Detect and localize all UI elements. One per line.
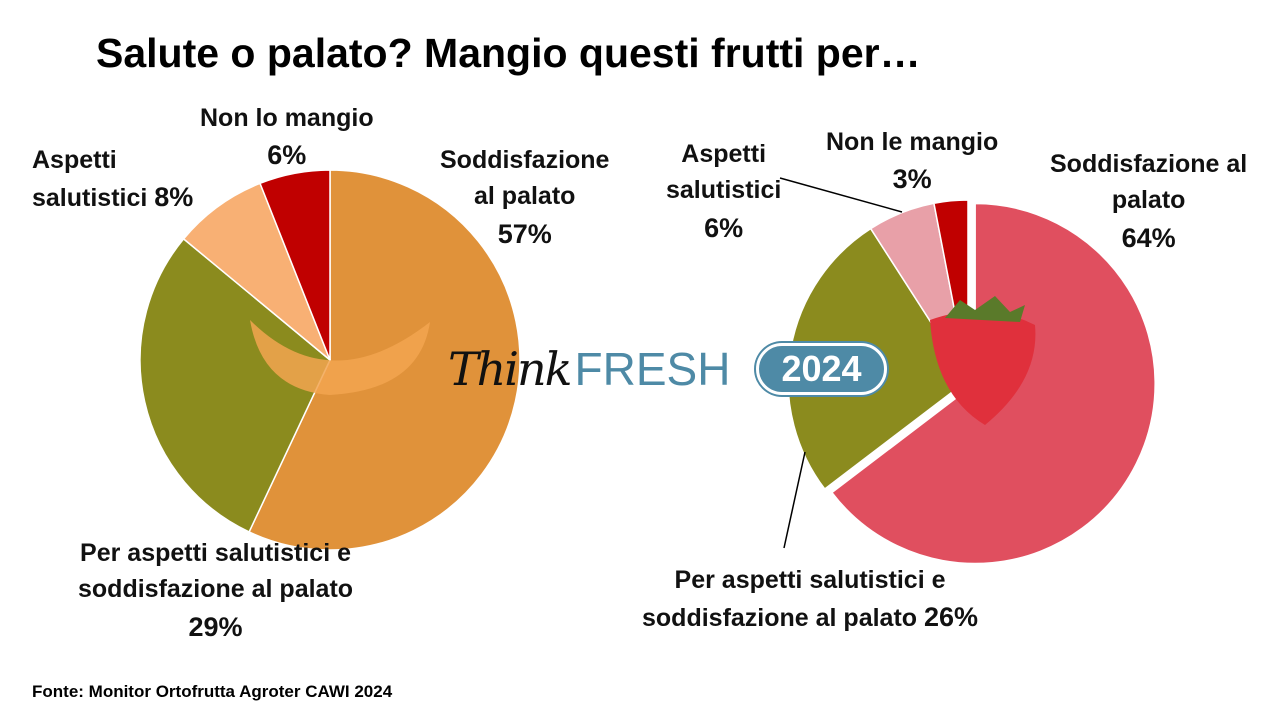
thinkfresh-logo: Think FRESH 2024 [448, 334, 887, 404]
pie1-slice-1 [139, 237, 331, 533]
source-note: Fonte: Monitor Ortofrutta Agroter CAWI 2… [32, 682, 393, 701]
melon-slice-icon [250, 320, 430, 395]
left-label-entrambi: Per aspetti salutistici e soddisfazione … [78, 539, 354, 642]
pie1-slice-2 [182, 182, 331, 361]
right-label-non-mangio: Non le mangio 3% [826, 128, 999, 195]
strawberry-icon [930, 311, 1036, 425]
logo-think: Think [448, 342, 573, 396]
slide-title: Salute o palato? Mangio questi frutti pe… [96, 30, 921, 76]
right-label-entrambi: Per aspetti salutistici e soddisfazione … [642, 566, 979, 633]
left-label-salute: Aspetti salutistici 8% [32, 146, 194, 213]
left-label-non-mangio: Non lo mangio 6% [200, 104, 374, 171]
pie1-slice-3 [259, 169, 331, 361]
left-label-palato: Soddisfazione al palato 57% [440, 146, 610, 249]
logo-fresh: FRESH [574, 343, 731, 395]
strawberry-leaves-icon [945, 296, 1025, 322]
leader-line-salute [779, 177, 903, 213]
right-label-salute: Aspetti salutistici 6% [666, 140, 782, 243]
right-label-palato: Soddisfazione al palato 64% [1050, 150, 1248, 253]
leader-line-entrambi [783, 451, 806, 549]
logo-year-badge: 2024 [756, 343, 887, 395]
